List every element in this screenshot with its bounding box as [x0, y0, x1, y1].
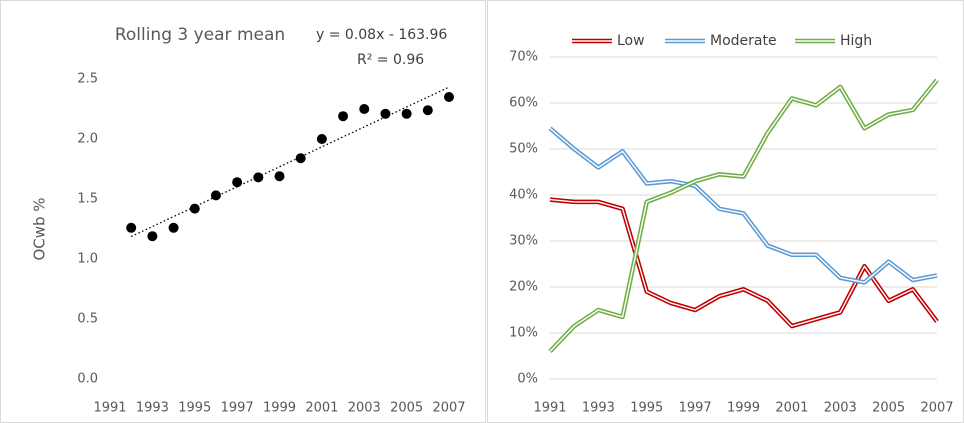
point	[444, 92, 454, 102]
x-tick-label: 1997	[679, 401, 712, 416]
annotation: y = 0.08x - 163.96	[316, 27, 447, 43]
point	[380, 108, 391, 119]
point	[359, 104, 370, 114]
x-tick-label: 1999	[263, 401, 296, 416]
y-tick-label: 2.0	[77, 132, 98, 147]
series-line-inner	[549, 198, 938, 327]
x-tick-label: 2003	[348, 401, 381, 416]
y-tick-label: 0.0	[77, 372, 98, 387]
x-tick-label: 1991	[533, 401, 566, 416]
point	[401, 108, 412, 119]
x-tick-label: 2007	[920, 401, 953, 416]
point	[147, 231, 158, 242]
x-tick-label: 1991	[93, 401, 126, 416]
point	[422, 105, 433, 116]
y-tick-label: 2.5	[77, 72, 98, 87]
x-tick-label: 1999	[727, 401, 760, 416]
x-tick-label: 2007	[432, 401, 465, 416]
x-tick-label: 1993	[582, 401, 615, 416]
y-axis-label: OCwb %	[31, 197, 49, 260]
point	[232, 177, 243, 188]
x-tick-label: 1997	[221, 401, 254, 416]
y-tick-label: 40%	[509, 188, 538, 203]
series-line	[549, 197, 939, 329]
point	[168, 222, 179, 233]
x-tick-label: 2001	[305, 401, 338, 416]
x-tick-label: 2001	[775, 401, 808, 416]
point	[126, 222, 137, 233]
x-tick-label: 2003	[824, 401, 857, 416]
y-tick-label: 50%	[509, 142, 538, 157]
legend-label: Low	[617, 33, 645, 49]
legend-label: Moderate	[710, 33, 777, 49]
x-tick-label: 2005	[872, 401, 905, 416]
series-line-inner	[549, 127, 938, 284]
point	[274, 171, 285, 182]
y-tick-label: 10%	[509, 326, 538, 341]
point	[338, 111, 349, 122]
y-tick-label: 0.5	[77, 312, 98, 327]
x-tick-label: 1993	[136, 401, 169, 416]
y-tick-label: 30%	[509, 234, 538, 249]
y-tick-label: 60%	[509, 96, 538, 111]
chart-title: Rolling 3 year mean	[115, 25, 285, 45]
point	[210, 190, 221, 201]
y-tick-label: 1.5	[77, 192, 98, 207]
legend-label: High	[840, 33, 872, 49]
y-tick-label: 0%	[517, 372, 538, 387]
y-tick-label: 20%	[509, 280, 538, 295]
annotation: R² = 0.96	[357, 52, 424, 68]
x-tick-label: 1995	[178, 401, 211, 416]
y-tick-label: 1.0	[77, 252, 98, 267]
trendline	[130, 86, 450, 238]
point	[253, 172, 264, 183]
y-tick-label: 70%	[509, 50, 538, 65]
series-line-inner	[549, 79, 938, 352]
point	[295, 153, 306, 164]
point	[189, 203, 200, 214]
x-tick-label: 1995	[630, 401, 663, 416]
x-tick-label: 2005	[390, 401, 423, 416]
point	[316, 134, 327, 144]
